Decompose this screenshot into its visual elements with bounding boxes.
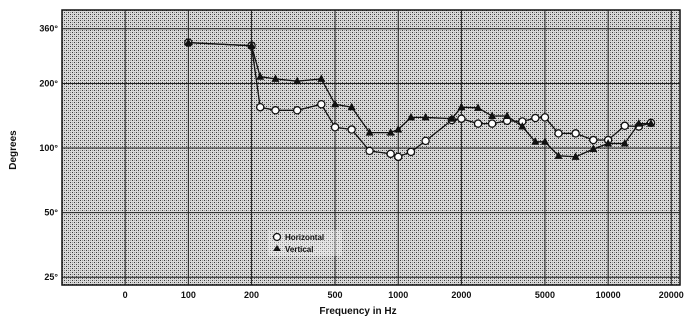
- x-tick-label: 200: [244, 290, 259, 300]
- data-point-horizontal: [487, 119, 497, 128]
- x-tick-label: 1000: [388, 290, 408, 300]
- data-point-vertical: [184, 38, 193, 46]
- data-point-vertical: [646, 119, 655, 127]
- data-point-horizontal: [365, 146, 374, 156]
- data-point-vertical: [531, 137, 540, 145]
- data-point-horizontal: [271, 106, 280, 115]
- legend-label-vertical: Vertical: [285, 245, 313, 254]
- data-point-horizontal: [292, 106, 302, 115]
- data-point-vertical: [604, 139, 613, 147]
- data-point-vertical: [620, 139, 629, 147]
- data-point-vertical: [503, 111, 512, 120]
- x-tick-label: 100: [181, 290, 196, 300]
- data-point-horizontal: [317, 100, 326, 109]
- data-point-vertical: [256, 72, 265, 80]
- grid: [62, 10, 680, 285]
- data-point-vertical: [540, 137, 549, 145]
- data-point-vertical: [421, 112, 430, 121]
- y-tick-label: 50°: [44, 208, 58, 218]
- data-point-horizontal: [421, 136, 430, 146]
- data-point-vertical: [271, 74, 280, 82]
- data-point-horizontal: [620, 121, 629, 131]
- data-point-horizontal: [540, 113, 550, 122]
- x-tick-label: 10000: [596, 290, 621, 300]
- data-point-vertical: [347, 102, 356, 111]
- data-point-vertical: [331, 99, 340, 108]
- data-point-horizontal: [571, 129, 580, 138]
- data-point-vertical: [634, 119, 643, 127]
- x-axis-title: Frequency in Hz: [319, 306, 396, 317]
- legend-box: [268, 230, 342, 256]
- y-tick-label: 100°: [39, 143, 58, 153]
- x-tick-label: 20000: [659, 290, 684, 300]
- data-point-vertical: [571, 152, 580, 160]
- data-point-horizontal: [554, 129, 563, 138]
- series-line-1: [188, 41, 651, 158]
- y-axis-title: Degrees: [8, 130, 19, 170]
- tick-labels: 0 100 200 500 1000 2000 5000 10000 20000 360° 200°…: [39, 24, 683, 300]
- legend-label-horizontal: Horizontal: [285, 233, 324, 242]
- x-tick-label: 2000: [451, 290, 471, 300]
- data-point-vertical: [457, 102, 466, 111]
- data-point-horizontal: [406, 147, 416, 157]
- data-point-horizontal: [589, 135, 598, 145]
- data-point-vertical: [365, 128, 374, 136]
- data-point-vertical: [474, 103, 483, 111]
- data-point-vertical: [554, 151, 563, 159]
- data-point-vertical: [447, 114, 456, 122]
- data-point-horizontal: [393, 152, 403, 162]
- x-tick-label: 0: [123, 290, 128, 300]
- data-point-vertical: [394, 125, 403, 133]
- data-point-vertical: [247, 41, 256, 49]
- data-point-vertical: [518, 122, 527, 130]
- data-point-horizontal: [330, 123, 340, 132]
- data-point-horizontal: [473, 119, 483, 128]
- data-point-vertical: [317, 74, 326, 82]
- legend-marker-vertical: [273, 245, 281, 251]
- y-tick-label: 25°: [44, 272, 58, 282]
- data-point-vertical: [293, 76, 302, 85]
- y-tick-label: 360°: [39, 24, 58, 34]
- data-point-vertical: [488, 111, 497, 120]
- data-point-horizontal: [531, 113, 540, 123]
- data-point-vertical: [406, 112, 415, 121]
- x-tick-label: 500: [328, 290, 343, 300]
- legend: Horizontal Vertical: [268, 230, 342, 256]
- data-point-horizontal: [386, 149, 395, 159]
- y-tick-label: 200°: [39, 78, 58, 88]
- data-point-horizontal: [347, 125, 356, 134]
- x-tick-label: 5000: [535, 290, 555, 300]
- data-point-vertical: [589, 144, 598, 152]
- data-point-horizontal: [255, 102, 265, 112]
- data-point-vertical: [386, 128, 395, 136]
- data-point-horizontal: [457, 114, 466, 123]
- legend-marker-horizontal: [272, 232, 282, 242]
- series-layer: [184, 38, 656, 162]
- series-line-0: [188, 41, 652, 158]
